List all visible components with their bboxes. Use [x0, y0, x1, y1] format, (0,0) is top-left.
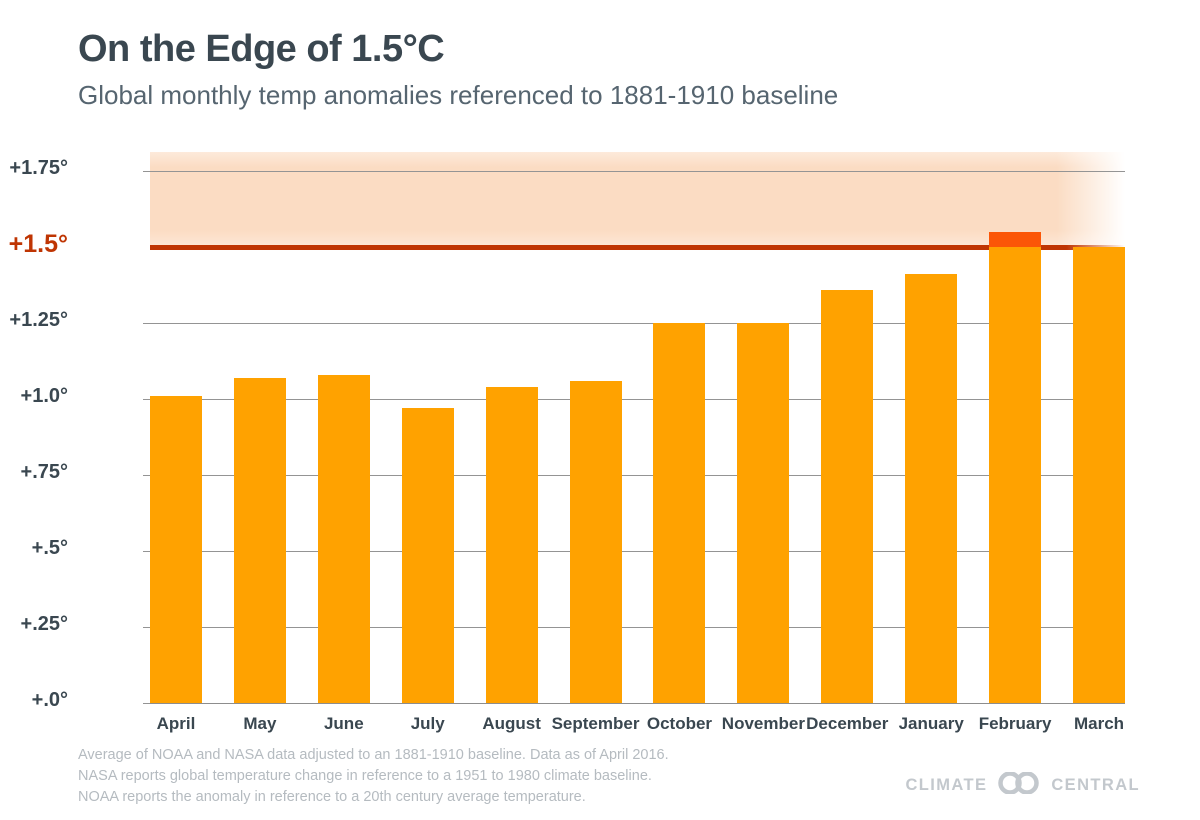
footnote-line-2: NASA reports global temperature change i…: [78, 768, 652, 784]
footnote-line-1: Average of NOAA and NASA data adjusted t…: [78, 747, 669, 763]
x-axis-label-june: June: [323, 714, 364, 733]
bar-chart-plot-area: April May June July August September October No…: [143, 152, 1125, 733]
y-axis-label-+.5°: +.5°: [31, 537, 68, 559]
bar-september[interactable]: [569, 380, 622, 703]
climate-central-logo: CLIMATE CENTRAL: [905, 771, 1140, 799]
x-axis-label-december: December: [806, 714, 889, 733]
gridline-0: [143, 703, 1125, 704]
bar-june[interactable]: [317, 374, 370, 703]
chart-header: On the Edge of 1.5°C Global monthly temp…: [78, 26, 1138, 112]
tick-mark: [143, 399, 150, 400]
tick-mark: [143, 475, 150, 476]
x-axis-label-may: May: [243, 714, 277, 733]
tick-mark: [143, 703, 150, 704]
y-axis-label-+1.5°: +1.5°: [8, 229, 68, 258]
x-axis-label-august: August: [482, 714, 541, 733]
x-axis-label-february: February: [978, 714, 1052, 733]
y-axis-label-+.0°: +.0°: [31, 689, 68, 711]
x-axis-label-january: January: [898, 714, 964, 733]
tick-mark: [143, 171, 150, 172]
logo-left-word: CLIMATE: [905, 776, 988, 794]
gridline-1: [143, 399, 1125, 400]
x-axis-label-april: April: [156, 714, 196, 733]
bar-december[interactable]: [821, 289, 874, 703]
bar-october[interactable]: [653, 323, 706, 703]
gridline-0.25: [143, 627, 1125, 628]
gridline-0.75: [143, 475, 1125, 476]
tick-mark: [143, 627, 150, 628]
y-axis-label-+1.0°: +1.0°: [20, 385, 68, 407]
bar-january[interactable]: [905, 274, 958, 703]
bar-april[interactable]: [150, 395, 202, 703]
y-axis-label-+1.75°: +1.75°: [9, 157, 68, 179]
bar-february[interactable]: [989, 231, 1042, 703]
bar-segment-above-threshold: [989, 231, 1042, 247]
threshold-line-1.5-degrees: [150, 245, 1125, 250]
tick-mark: [143, 323, 150, 324]
gridline-0.5: [143, 551, 1125, 552]
page-title: On the Edge of 1.5°C: [78, 28, 445, 70]
tick-mark: [143, 551, 150, 552]
logo-right-word: CENTRAL: [1051, 776, 1140, 794]
y-axis-label-+.25°: +.25°: [20, 613, 68, 635]
footnote-line-3: NOAA reports the anomaly in reference to…: [78, 789, 586, 805]
x-axis-label-september: September: [551, 714, 640, 733]
y-axis-label-+1.25°: +1.25°: [9, 309, 68, 331]
bar-march[interactable]: [1073, 247, 1125, 703]
gridline-1.25: [143, 323, 1125, 324]
x-axis-label-october: October: [646, 714, 713, 733]
bar-august[interactable]: [485, 386, 538, 703]
bar-july[interactable]: [401, 408, 454, 703]
above-threshold-shaded-band: [150, 152, 1125, 247]
bar-november[interactable]: [737, 323, 790, 703]
chart-subtitle: Global monthly temp anomalies referenced…: [78, 80, 839, 110]
y-axis-label-+.75°: +.75°: [20, 461, 68, 483]
x-axis-label-november: November: [721, 714, 805, 733]
interlocking-rings-icon: [996, 771, 1042, 799]
x-axis-label-march: March: [1073, 714, 1125, 733]
footnotes: Average of NOAA and NASA data adjusted t…: [78, 745, 669, 808]
gridline-1.75: [143, 171, 1125, 172]
bar-may[interactable]: [233, 377, 286, 703]
x-axis-label-july: July: [410, 714, 445, 733]
